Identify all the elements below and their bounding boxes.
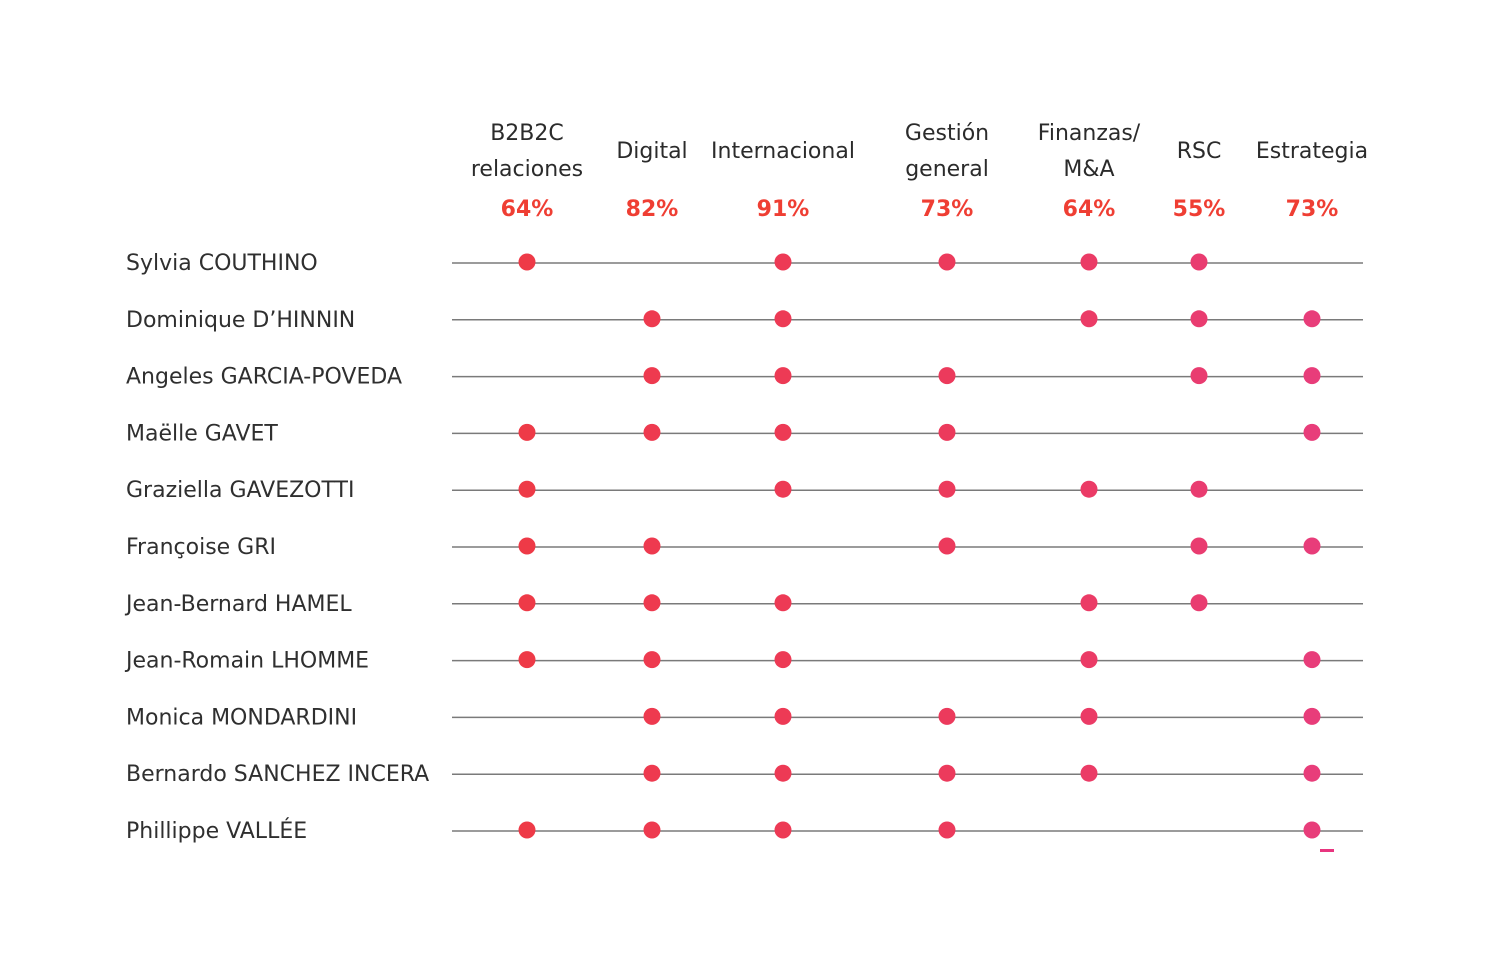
skill-dot-3-6 (1303, 423, 1321, 441)
skill-dot-0-5 (1190, 253, 1208, 271)
skill-dot-7-4 (1080, 651, 1098, 669)
member-name-5: Françoise GRI (126, 535, 276, 560)
member-name-2: Angeles GARCIA-POVEDA (126, 365, 402, 390)
skill-dot-3-1 (643, 423, 661, 441)
skill-dot-4-4 (1080, 480, 1098, 498)
skill-dot-5-6 (1303, 537, 1321, 555)
skill-dot-2-3 (938, 367, 956, 385)
skill-dot-4-0 (518, 480, 536, 498)
skill-dot-9-3 (938, 764, 956, 782)
skill-dot-3-3 (938, 423, 956, 441)
skill-dot-4-3 (938, 480, 956, 498)
column-header-4-line-1: M&A (1063, 157, 1114, 182)
skill-dot-6-1 (643, 594, 661, 612)
skill-dot-9-4 (1080, 764, 1098, 782)
skill-dot-10-2 (774, 821, 792, 839)
skill-dot-3-2 (774, 423, 792, 441)
skill-dot-1-6 (1303, 310, 1321, 328)
skill-dot-6-5 (1190, 594, 1208, 612)
column-percent-4: 64% (1063, 197, 1116, 222)
skill-dot-2-2 (774, 367, 792, 385)
skill-dot-9-6 (1303, 764, 1321, 782)
member-name-7: Jean-Romain LHOMME (124, 649, 369, 674)
skill-dot-1-2 (774, 310, 792, 328)
skill-dot-10-3 (938, 821, 956, 839)
member-name-10: Phillippe VALLÉE (126, 818, 307, 844)
skill-dot-2-1 (643, 367, 661, 385)
member-name-0: Sylvia COUTHINO (126, 251, 318, 276)
skill-dot-6-0 (518, 594, 536, 612)
skill-dot-6-4 (1080, 594, 1098, 612)
skill-dot-2-6 (1303, 367, 1321, 385)
skill-dot-3-0 (518, 423, 536, 441)
column-header-3-line-1: general (905, 157, 989, 182)
skill-dot-10-0 (518, 821, 536, 839)
skill-dot-5-3 (938, 537, 956, 555)
skill-dot-8-1 (643, 707, 661, 725)
column-header-6: Estrategia (1256, 139, 1368, 164)
skill-dot-9-2 (774, 764, 792, 782)
skill-dot-7-6 (1303, 651, 1321, 669)
column-percent-2: 91% (757, 197, 810, 222)
skill-dot-4-2 (774, 480, 792, 498)
skill-dot-1-5 (1190, 310, 1208, 328)
member-name-3: Maëlle GAVET (126, 421, 278, 446)
skill-dot-1-4 (1080, 310, 1098, 328)
column-percent-1: 82% (626, 197, 679, 222)
skill-dot-8-2 (774, 707, 792, 725)
column-percent-0: 64% (501, 197, 554, 222)
column-header-5: RSC (1177, 139, 1222, 164)
skill-dot-10-6 (1303, 821, 1321, 839)
decorative-tick (1320, 849, 1334, 852)
skill-dot-5-5 (1190, 537, 1208, 555)
skill-dot-5-0 (518, 537, 536, 555)
column-percent-5: 55% (1173, 197, 1226, 222)
skill-dot-0-0 (518, 253, 536, 271)
column-header-4-line-0: Finanzas/ (1038, 121, 1141, 146)
skill-dot-8-3 (938, 707, 956, 725)
skill-dot-7-2 (774, 651, 792, 669)
column-header-0-line-0: B2B2C (490, 121, 564, 146)
skill-dot-9-1 (643, 764, 661, 782)
member-name-9: Bernardo SANCHEZ INCERA (126, 762, 429, 787)
column-header-3-line-0: Gestión (905, 121, 989, 146)
column-percent-6: 73% (1286, 197, 1339, 222)
skill-dot-1-1 (643, 310, 661, 328)
skill-dot-0-2 (774, 253, 792, 271)
member-name-6: Jean-Bernard HAMEL (124, 592, 352, 617)
member-name-8: Monica MONDARDINI (126, 705, 357, 730)
skill-dot-4-5 (1190, 480, 1208, 498)
skill-dot-5-1 (643, 537, 661, 555)
skill-dot-8-4 (1080, 707, 1098, 725)
skill-dot-7-1 (643, 651, 661, 669)
skill-dot-0-4 (1080, 253, 1098, 271)
skill-dot-7-0 (518, 651, 536, 669)
column-percent-3: 73% (921, 197, 974, 222)
member-name-4: Graziella GAVEZOTTI (126, 478, 354, 503)
skill-dot-6-2 (774, 594, 792, 612)
member-name-1: Dominique D’HINNIN (126, 308, 355, 333)
skill-dot-10-1 (643, 821, 661, 839)
column-header-1: Digital (616, 139, 687, 164)
skill-dot-0-3 (938, 253, 956, 271)
column-header-0-line-1: relaciones (471, 157, 583, 182)
skill-dot-2-5 (1190, 367, 1208, 385)
skill-dot-8-6 (1303, 707, 1321, 725)
column-header-2: Internacional (711, 139, 855, 164)
